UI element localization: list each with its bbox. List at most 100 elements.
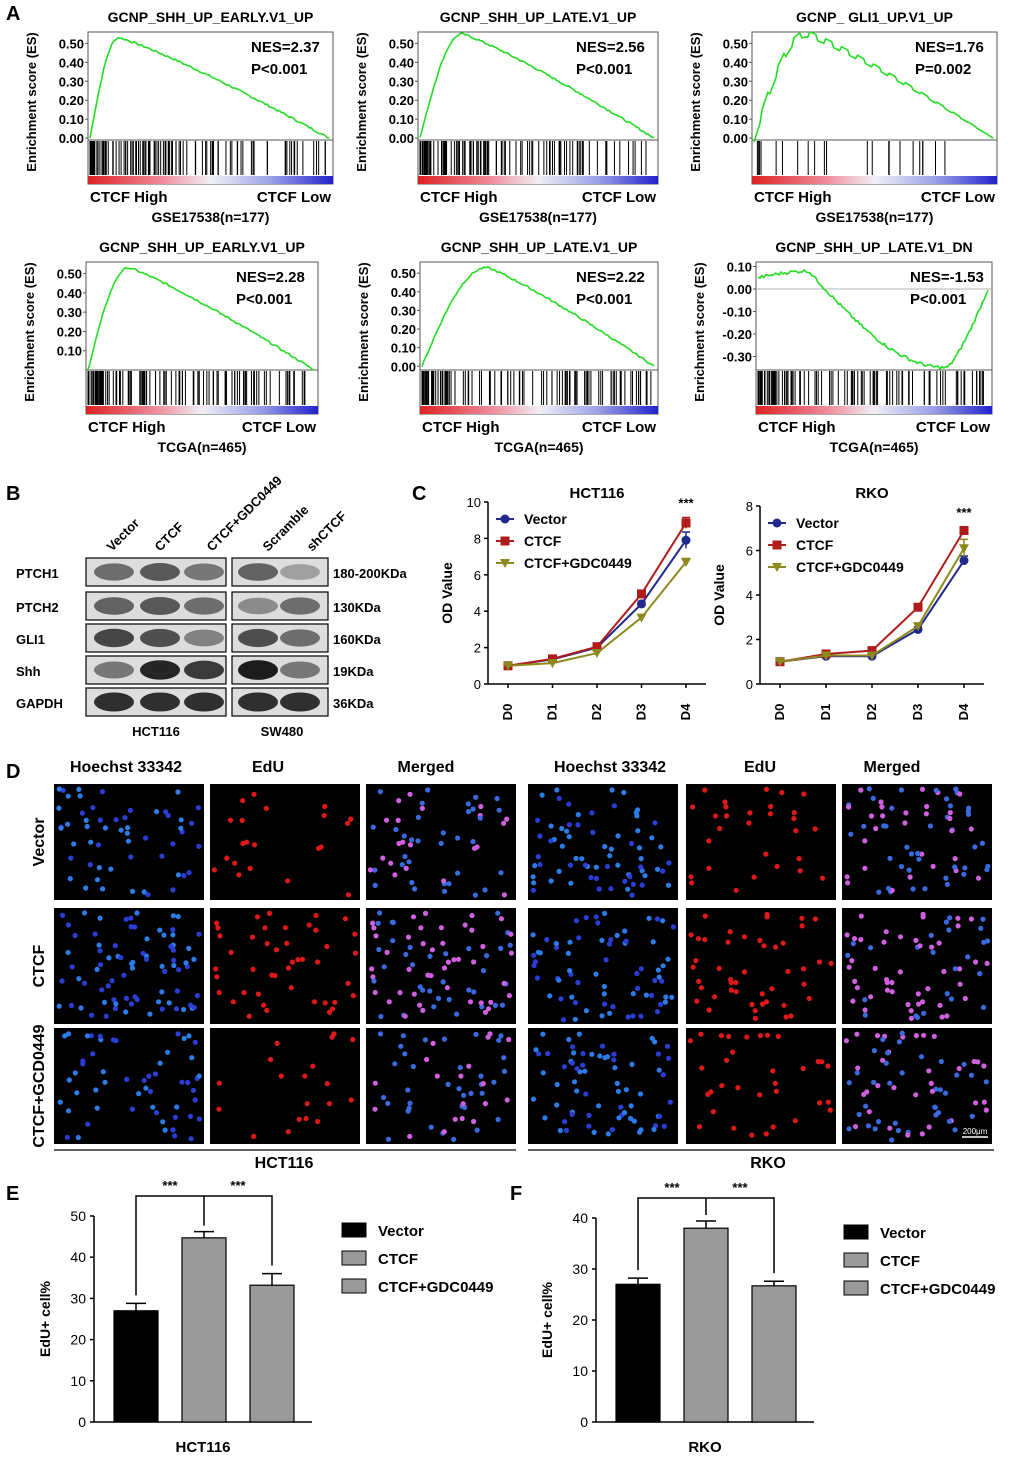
edu-cell [774, 863, 780, 870]
edu-cell [370, 824, 376, 830]
edu-cell [185, 1079, 191, 1086]
edu-cell [187, 1002, 194, 1008]
edu-cell [593, 914, 599, 920]
edu-cell [698, 985, 705, 991]
gsea-dataset: GSE17538(n=177) [816, 209, 934, 225]
edu-cell [540, 1031, 546, 1037]
edu-cell [915, 991, 921, 997]
edu-cell [629, 892, 635, 898]
edu-cell [687, 1038, 694, 1044]
edu-cell [129, 888, 136, 895]
wb-band [238, 660, 278, 680]
gsea-title: GCNP_SHH_UP_EARLY.V1_UP [108, 9, 314, 25]
edu-cell [902, 820, 908, 826]
gsea-ytick: 0.50 [59, 36, 84, 51]
growth-point [959, 544, 969, 554]
edu-cell [123, 1009, 129, 1015]
edu-cell [83, 817, 89, 824]
edu-cell [466, 946, 472, 952]
edu-cell [576, 935, 582, 941]
edu-cell [604, 863, 611, 870]
edu-cell [567, 862, 574, 868]
edu-cell [556, 977, 562, 983]
edu-cell [759, 991, 765, 997]
edu-cell [175, 872, 181, 878]
edu-cell [542, 1115, 548, 1121]
edu-cell [431, 1004, 437, 1010]
bar-ylabel: EdU+ cell% [37, 1281, 53, 1357]
edu-cell [885, 1050, 891, 1056]
edu-image [528, 784, 678, 900]
gsea-ytick: 0.20 [57, 324, 82, 339]
gsea-nes: NES=2.56 [576, 39, 645, 56]
edu-cell [170, 913, 176, 919]
bar-ytick: 50 [70, 1208, 86, 1224]
edu-cell [554, 1081, 560, 1088]
edu-cell [196, 931, 202, 937]
edu-cell [696, 978, 702, 985]
edu-cell [324, 1081, 330, 1087]
edu-cell [947, 803, 954, 809]
edu-cell [930, 949, 936, 955]
edu-cell [956, 1065, 962, 1072]
edu-cell [571, 1050, 577, 1056]
edu-cell [417, 984, 423, 990]
growth-ytick: 10 [467, 495, 481, 510]
edu-cell [143, 835, 149, 841]
edu-cell [873, 825, 879, 832]
growth-point [681, 518, 691, 528]
edu-cell [407, 1133, 413, 1139]
edu-cell [903, 810, 909, 816]
bar-ytick: 40 [572, 1210, 588, 1226]
gsea-es-curve [87, 266, 314, 371]
edu-cell [129, 1106, 135, 1112]
edu-cell [118, 827, 124, 833]
edu-cell [460, 1101, 466, 1107]
edu-cell [345, 892, 351, 898]
edu-cell [602, 843, 608, 850]
edu-cell [99, 987, 105, 993]
edu-cell [896, 1039, 903, 1045]
edu-cell [482, 887, 488, 893]
edu-cell [727, 929, 733, 935]
growth-point [592, 649, 602, 659]
panel-letter-e: E [6, 1183, 19, 1205]
edu-cell [440, 979, 446, 985]
edu-cell [492, 1002, 498, 1009]
edu-cell [427, 953, 433, 959]
edu-cell [583, 1091, 589, 1097]
edu-cell [891, 1085, 897, 1091]
gsea-plot-5: GCNP_SHH_UP_LATE.V1_UP Enrichment score (… [356, 239, 659, 455]
edu-cell [410, 914, 417, 920]
edu-cell [615, 833, 621, 839]
edu-cell [251, 842, 258, 848]
gsea-ytick: 0.50 [391, 266, 416, 281]
edu-cell [937, 1087, 944, 1093]
edu-cell [372, 882, 378, 889]
edu-cell [113, 1001, 119, 1007]
edu-cell [569, 1060, 575, 1066]
wb-protein-label: PTCH2 [16, 600, 59, 615]
edu-cell [666, 1055, 672, 1061]
edu-cell [372, 1080, 378, 1086]
edu-cell [134, 910, 140, 916]
panel-letter-b: B [6, 483, 20, 505]
edu-cell [487, 1031, 493, 1037]
edu-cell [788, 1013, 794, 1019]
edu-cell [402, 853, 408, 860]
edu-cell [508, 950, 514, 956]
bar-significance: *** [732, 1180, 748, 1195]
edu-cell [611, 1057, 617, 1063]
edu-cell [159, 989, 165, 995]
edu-cell [471, 989, 477, 995]
edu-cell [978, 925, 984, 931]
wb-band [140, 628, 180, 648]
edu-cell [444, 985, 450, 991]
edu-cell [917, 943, 923, 949]
edu-cell [498, 945, 504, 952]
edu-cell [321, 812, 327, 819]
edu-cell [118, 955, 124, 961]
edu-cell [943, 919, 950, 925]
edu-cell [554, 1102, 560, 1108]
edu-cell [819, 875, 826, 881]
